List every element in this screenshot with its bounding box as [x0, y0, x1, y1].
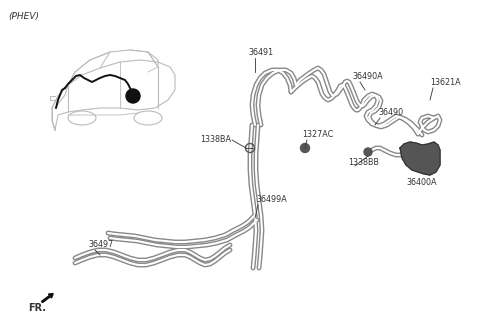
Text: FR.: FR. — [28, 303, 46, 313]
Text: (PHEV): (PHEV) — [8, 12, 39, 21]
Text: 36400A: 36400A — [406, 178, 436, 187]
Text: 36490A: 36490A — [352, 72, 383, 81]
Text: 36497: 36497 — [88, 240, 113, 249]
Text: 36491: 36491 — [248, 48, 273, 57]
FancyArrow shape — [42, 294, 53, 303]
Text: 13621A: 13621A — [430, 78, 461, 87]
Text: 1338BA: 1338BA — [200, 135, 231, 145]
Polygon shape — [400, 142, 440, 175]
Circle shape — [126, 89, 140, 103]
Text: 36490: 36490 — [378, 108, 403, 117]
Text: 36499A: 36499A — [256, 195, 287, 204]
Circle shape — [300, 144, 310, 153]
Text: 1327AC: 1327AC — [302, 130, 333, 139]
Text: 1338BB: 1338BB — [348, 158, 379, 167]
Circle shape — [364, 148, 372, 156]
